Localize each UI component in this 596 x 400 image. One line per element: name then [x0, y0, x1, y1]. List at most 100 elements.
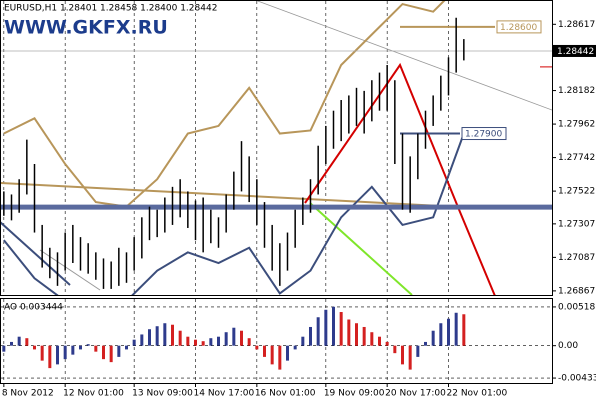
- ao-bar: [117, 345, 121, 357]
- indicator-title: AO 0.003444: [4, 303, 63, 313]
- ao-bar: [94, 345, 98, 352]
- x-tick-label: 19 Nov 09:00: [324, 389, 385, 399]
- trend-line: [1, 221, 71, 286]
- ao-bar: [10, 341, 13, 346]
- y-tick-label: 1.26867: [558, 286, 595, 296]
- ao-bar: [393, 345, 397, 354]
- price-label: 1.28442: [557, 47, 594, 57]
- ao-bar: [132, 339, 136, 346]
- ao-bar: [56, 345, 59, 365]
- ao-bar: [201, 341, 205, 346]
- ao-bar: [25, 338, 29, 346]
- ao-bar: [263, 345, 266, 357]
- ao-bar: [378, 336, 381, 346]
- y-tick-label: 0.00: [558, 341, 578, 351]
- ao-bar: [217, 336, 220, 346]
- ao-bar: [125, 345, 128, 350]
- x-tick-label: 22 Nov 01:00: [447, 389, 508, 399]
- ao-bar: [431, 330, 435, 346]
- ao-bar: [79, 345, 82, 350]
- trend-line: [1, 182, 461, 208]
- watermark: WWW.GKFX.RU: [4, 17, 168, 39]
- ao-bar: [63, 345, 67, 360]
- ao-bar: [439, 323, 443, 346]
- x-tick-label: 8 Nov 2012: [2, 389, 54, 399]
- ao-bar: [171, 324, 174, 346]
- y-tick-label: 1.27307: [558, 219, 595, 229]
- ao-bar: [48, 345, 52, 369]
- trend-line: [309, 202, 413, 295]
- ao-bar: [109, 345, 113, 363]
- ao-bar: [71, 345, 75, 355]
- x-tick-label: 13 Nov 09:00: [132, 389, 193, 399]
- ao-bar: [40, 345, 44, 361]
- ao-bar: [454, 312, 458, 346]
- ao-bar: [194, 339, 197, 346]
- ao-bar: [17, 336, 21, 346]
- ao-bar: [286, 345, 289, 361]
- ao-bar: [186, 336, 190, 346]
- ao-bar: [163, 323, 167, 346]
- ao-bar: [224, 332, 228, 346]
- ao-bar: [293, 345, 297, 350]
- ao-bar: [278, 345, 282, 370]
- price-area: [1, 1, 552, 295]
- x-tick-label: 20 Nov 17:00: [385, 389, 446, 399]
- ao-bar: [355, 323, 358, 346]
- ao-bar: [209, 338, 213, 346]
- ao-bar: [102, 345, 105, 360]
- ao-panel: [0, 298, 553, 384]
- ao-area: [2, 306, 466, 370]
- chart-title: EURUSD,H1 1.28401 1.28458 1.28400 1.2844…: [4, 4, 217, 14]
- triangle-line: [304, 62, 496, 295]
- y-tick-label: 1.27087: [558, 253, 595, 263]
- x-tick-label: 12 Nov 01:00: [63, 389, 124, 399]
- ao-bar: [140, 334, 144, 346]
- ao-bar: [424, 341, 427, 346]
- ao-bar: [232, 327, 236, 346]
- ao-bar: [309, 326, 312, 346]
- ao-bar: [370, 332, 374, 346]
- ao-bar: [155, 326, 159, 346]
- x-tick-label: 14 Nov 17:00: [194, 389, 255, 399]
- ao-bar: [362, 326, 366, 346]
- y-tick-label: 1.27522: [558, 187, 595, 197]
- main-panel: [0, 0, 553, 296]
- level-box: [496, 20, 542, 34]
- ao-bar: [416, 345, 420, 357]
- level-label: 1.28600: [500, 23, 537, 33]
- trend-line: [256, 1, 552, 111]
- price-box: [553, 44, 596, 57]
- y-tick-label: 0.00518: [558, 302, 595, 312]
- ao-bar: [447, 318, 450, 346]
- level-label: 1.27900: [465, 130, 502, 140]
- ao-bar: [247, 338, 251, 346]
- band-line: [3, 1, 446, 208]
- ao-bar: [324, 309, 328, 346]
- ao-bar: [316, 317, 320, 346]
- ao-bar: [462, 314, 466, 346]
- level-box: [461, 127, 507, 141]
- ao-bar: [408, 345, 412, 370]
- y-tick-label: 1.27962: [558, 120, 595, 130]
- ao-bar: [86, 344, 90, 346]
- ao-bar: [148, 329, 151, 346]
- ao-bar: [332, 306, 335, 346]
- ao-bar: [2, 345, 6, 352]
- y-tick-label: 1.28182: [558, 86, 595, 96]
- ao-bar: [240, 330, 243, 346]
- x-tick-label: 16 Nov 01:00: [255, 389, 316, 399]
- ao-bar: [385, 341, 389, 346]
- y-tick-label: 1.27742: [558, 153, 595, 163]
- ao-bar: [255, 345, 259, 350]
- ao-bar: [270, 345, 274, 365]
- ao-bar: [33, 345, 36, 350]
- y-tick-label: 1.28617: [558, 20, 595, 30]
- ao-bar: [339, 312, 343, 346]
- ao-bar: [301, 336, 305, 346]
- ao-bar: [401, 345, 404, 365]
- grid: [1, 1, 552, 383]
- y-tick-label: -0.00433: [558, 374, 596, 384]
- ao-bar: [347, 319, 351, 346]
